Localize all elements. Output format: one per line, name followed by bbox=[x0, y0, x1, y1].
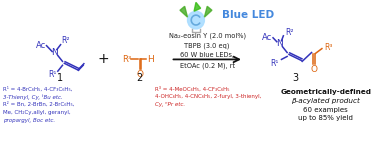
Text: Ac: Ac bbox=[36, 41, 46, 50]
Circle shape bbox=[187, 11, 204, 29]
Text: 4-OHC₆H₅, 4-CNC₆H₅, 2-furyl, 3-thienyl,: 4-OHC₆H₅, 4-CNC₆H₅, 2-furyl, 3-thienyl, bbox=[155, 94, 261, 99]
Text: 60 examples: 60 examples bbox=[303, 107, 348, 113]
Text: Blue LED: Blue LED bbox=[222, 10, 274, 20]
Text: Na₂-eosin Y (2.0 mol%): Na₂-eosin Y (2.0 mol%) bbox=[169, 33, 246, 39]
Text: 2: 2 bbox=[136, 73, 143, 83]
Text: R²: R² bbox=[285, 28, 293, 37]
Text: Cy, ⁿPr etc.: Cy, ⁿPr etc. bbox=[155, 102, 185, 107]
Text: O: O bbox=[311, 65, 318, 74]
Text: Me, CH₂Cy,allyl, geranyl,: Me, CH₂Cy,allyl, geranyl, bbox=[3, 110, 71, 115]
Text: 1: 1 bbox=[57, 73, 63, 83]
Polygon shape bbox=[180, 6, 187, 17]
Text: R¹: R¹ bbox=[48, 70, 56, 79]
Text: R² = Bn, 2-BrBn, 2-BrC₆H₅,: R² = Bn, 2-BrBn, 2-BrC₆H₅, bbox=[3, 102, 75, 107]
Text: H: H bbox=[147, 55, 154, 64]
Text: R¹: R¹ bbox=[271, 59, 279, 68]
Text: Geometrically-defined: Geometrically-defined bbox=[280, 89, 371, 95]
Text: β-acylated product: β-acylated product bbox=[291, 98, 360, 104]
Text: R³ = 4-MeOC₆H₅, 4-CF₃C₆H₅: R³ = 4-MeOC₆H₅, 4-CF₃C₆H₅ bbox=[155, 86, 229, 92]
Text: N: N bbox=[51, 48, 58, 57]
Text: O: O bbox=[137, 70, 144, 79]
Text: TBPB (3.0 eq): TBPB (3.0 eq) bbox=[184, 42, 230, 49]
Text: R³: R³ bbox=[122, 55, 131, 64]
Text: 3-Thienyl, Cy, ᵗBu etc.: 3-Thienyl, Cy, ᵗBu etc. bbox=[3, 94, 63, 100]
Text: +: + bbox=[97, 52, 109, 66]
Text: Ac: Ac bbox=[262, 33, 273, 42]
Text: R¹ = 4-BrC₆H₅, 4-CF₃C₆H₅,: R¹ = 4-BrC₆H₅, 4-CF₃C₆H₅, bbox=[3, 86, 73, 92]
Text: N: N bbox=[276, 39, 283, 48]
Text: 3: 3 bbox=[293, 73, 299, 83]
Text: propargyl, Boc etc.: propargyl, Boc etc. bbox=[3, 118, 56, 123]
Text: 60 W blue LEDs,: 60 W blue LEDs, bbox=[180, 52, 234, 58]
Polygon shape bbox=[204, 6, 212, 17]
Polygon shape bbox=[194, 2, 201, 11]
Text: R²: R² bbox=[61, 36, 70, 45]
Text: EtOAc (0.2 M), rt: EtOAc (0.2 M), rt bbox=[180, 62, 235, 69]
Text: R³: R³ bbox=[324, 43, 333, 52]
Text: up to 85% yield: up to 85% yield bbox=[298, 115, 353, 121]
